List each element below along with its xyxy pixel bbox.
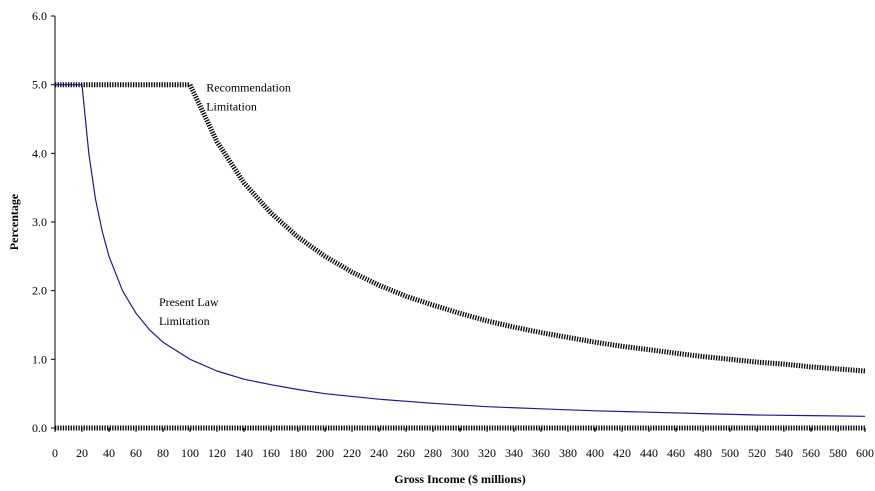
x-tick-label: 480 <box>694 446 712 460</box>
y-tick-labels: 0.0 1.0 2.0 3.0 4.0 5.0 6.0 <box>32 9 55 435</box>
y-axis-title: Percentage <box>7 193 21 250</box>
x-tick-label: 300 <box>451 446 469 460</box>
x-tick-label: 80 <box>157 446 169 460</box>
y-tick-label: 1.0 <box>32 352 47 366</box>
x-tick-label: 600 <box>856 446 874 460</box>
annotations: Recommendation Limitation Present Law Limit… <box>159 81 291 328</box>
x-tick-label: 580 <box>829 446 847 460</box>
y-tick-label: 4.0 <box>32 146 47 160</box>
x-tick-label: 320 <box>478 446 496 460</box>
x-axis-title: Gross Income ($ millions) <box>394 472 525 486</box>
annotation-label: Present Law <box>159 295 219 309</box>
x-tick-label: 0 <box>52 446 58 460</box>
x-tick-label: 460 <box>667 446 685 460</box>
x-tick-label: 120 <box>208 446 226 460</box>
x-tick-label: 340 <box>505 446 523 460</box>
x-tick-label: 100 <box>181 446 199 460</box>
x-tick-label: 360 <box>532 446 550 460</box>
x-tick-labels: 0 20 40 60 80 100 120 140 160 180 200 220 240 260 280 3… <box>52 428 874 460</box>
x-tick-label: 520 <box>748 446 766 460</box>
x-tick-label: 260 <box>397 446 415 460</box>
x-tick-label: 440 <box>640 446 658 460</box>
x-tick-label: 380 <box>559 446 577 460</box>
x-tick-label: 20 <box>76 446 88 460</box>
x-tick-label: 560 <box>802 446 820 460</box>
x-tick-label: 200 <box>316 446 334 460</box>
series-line-present-law <box>55 84 866 417</box>
x-tick-label: 220 <box>343 446 361 460</box>
x-tick-label: 60 <box>130 446 142 460</box>
x-tick-label: 160 <box>262 446 280 460</box>
x-tick-label: 240 <box>370 446 388 460</box>
y-tick-label: 6.0 <box>32 9 47 23</box>
x-tick-label: 180 <box>289 446 307 460</box>
annotation-label: Recommendation <box>206 81 291 95</box>
annotation-label: Limitation <box>159 314 210 328</box>
x-tick-label: 420 <box>613 446 631 460</box>
y-tick-label: 3.0 <box>32 215 47 229</box>
y-tick-label: 2.0 <box>32 284 47 298</box>
x-tick-label: 400 <box>586 446 604 460</box>
x-tick-label: 280 <box>424 446 442 460</box>
x-tick-label: 40 <box>103 446 115 460</box>
annotation-label: Limitation <box>206 100 257 114</box>
y-tick-label: 0.0 <box>32 421 47 435</box>
x-tick-label: 500 <box>721 446 739 460</box>
series-line-recommendation <box>55 82 866 374</box>
series-lines <box>55 82 866 431</box>
y-tick-label: 5.0 <box>32 78 47 92</box>
x-tick-label: 540 <box>775 446 793 460</box>
x-tick-label: 140 <box>235 446 253 460</box>
